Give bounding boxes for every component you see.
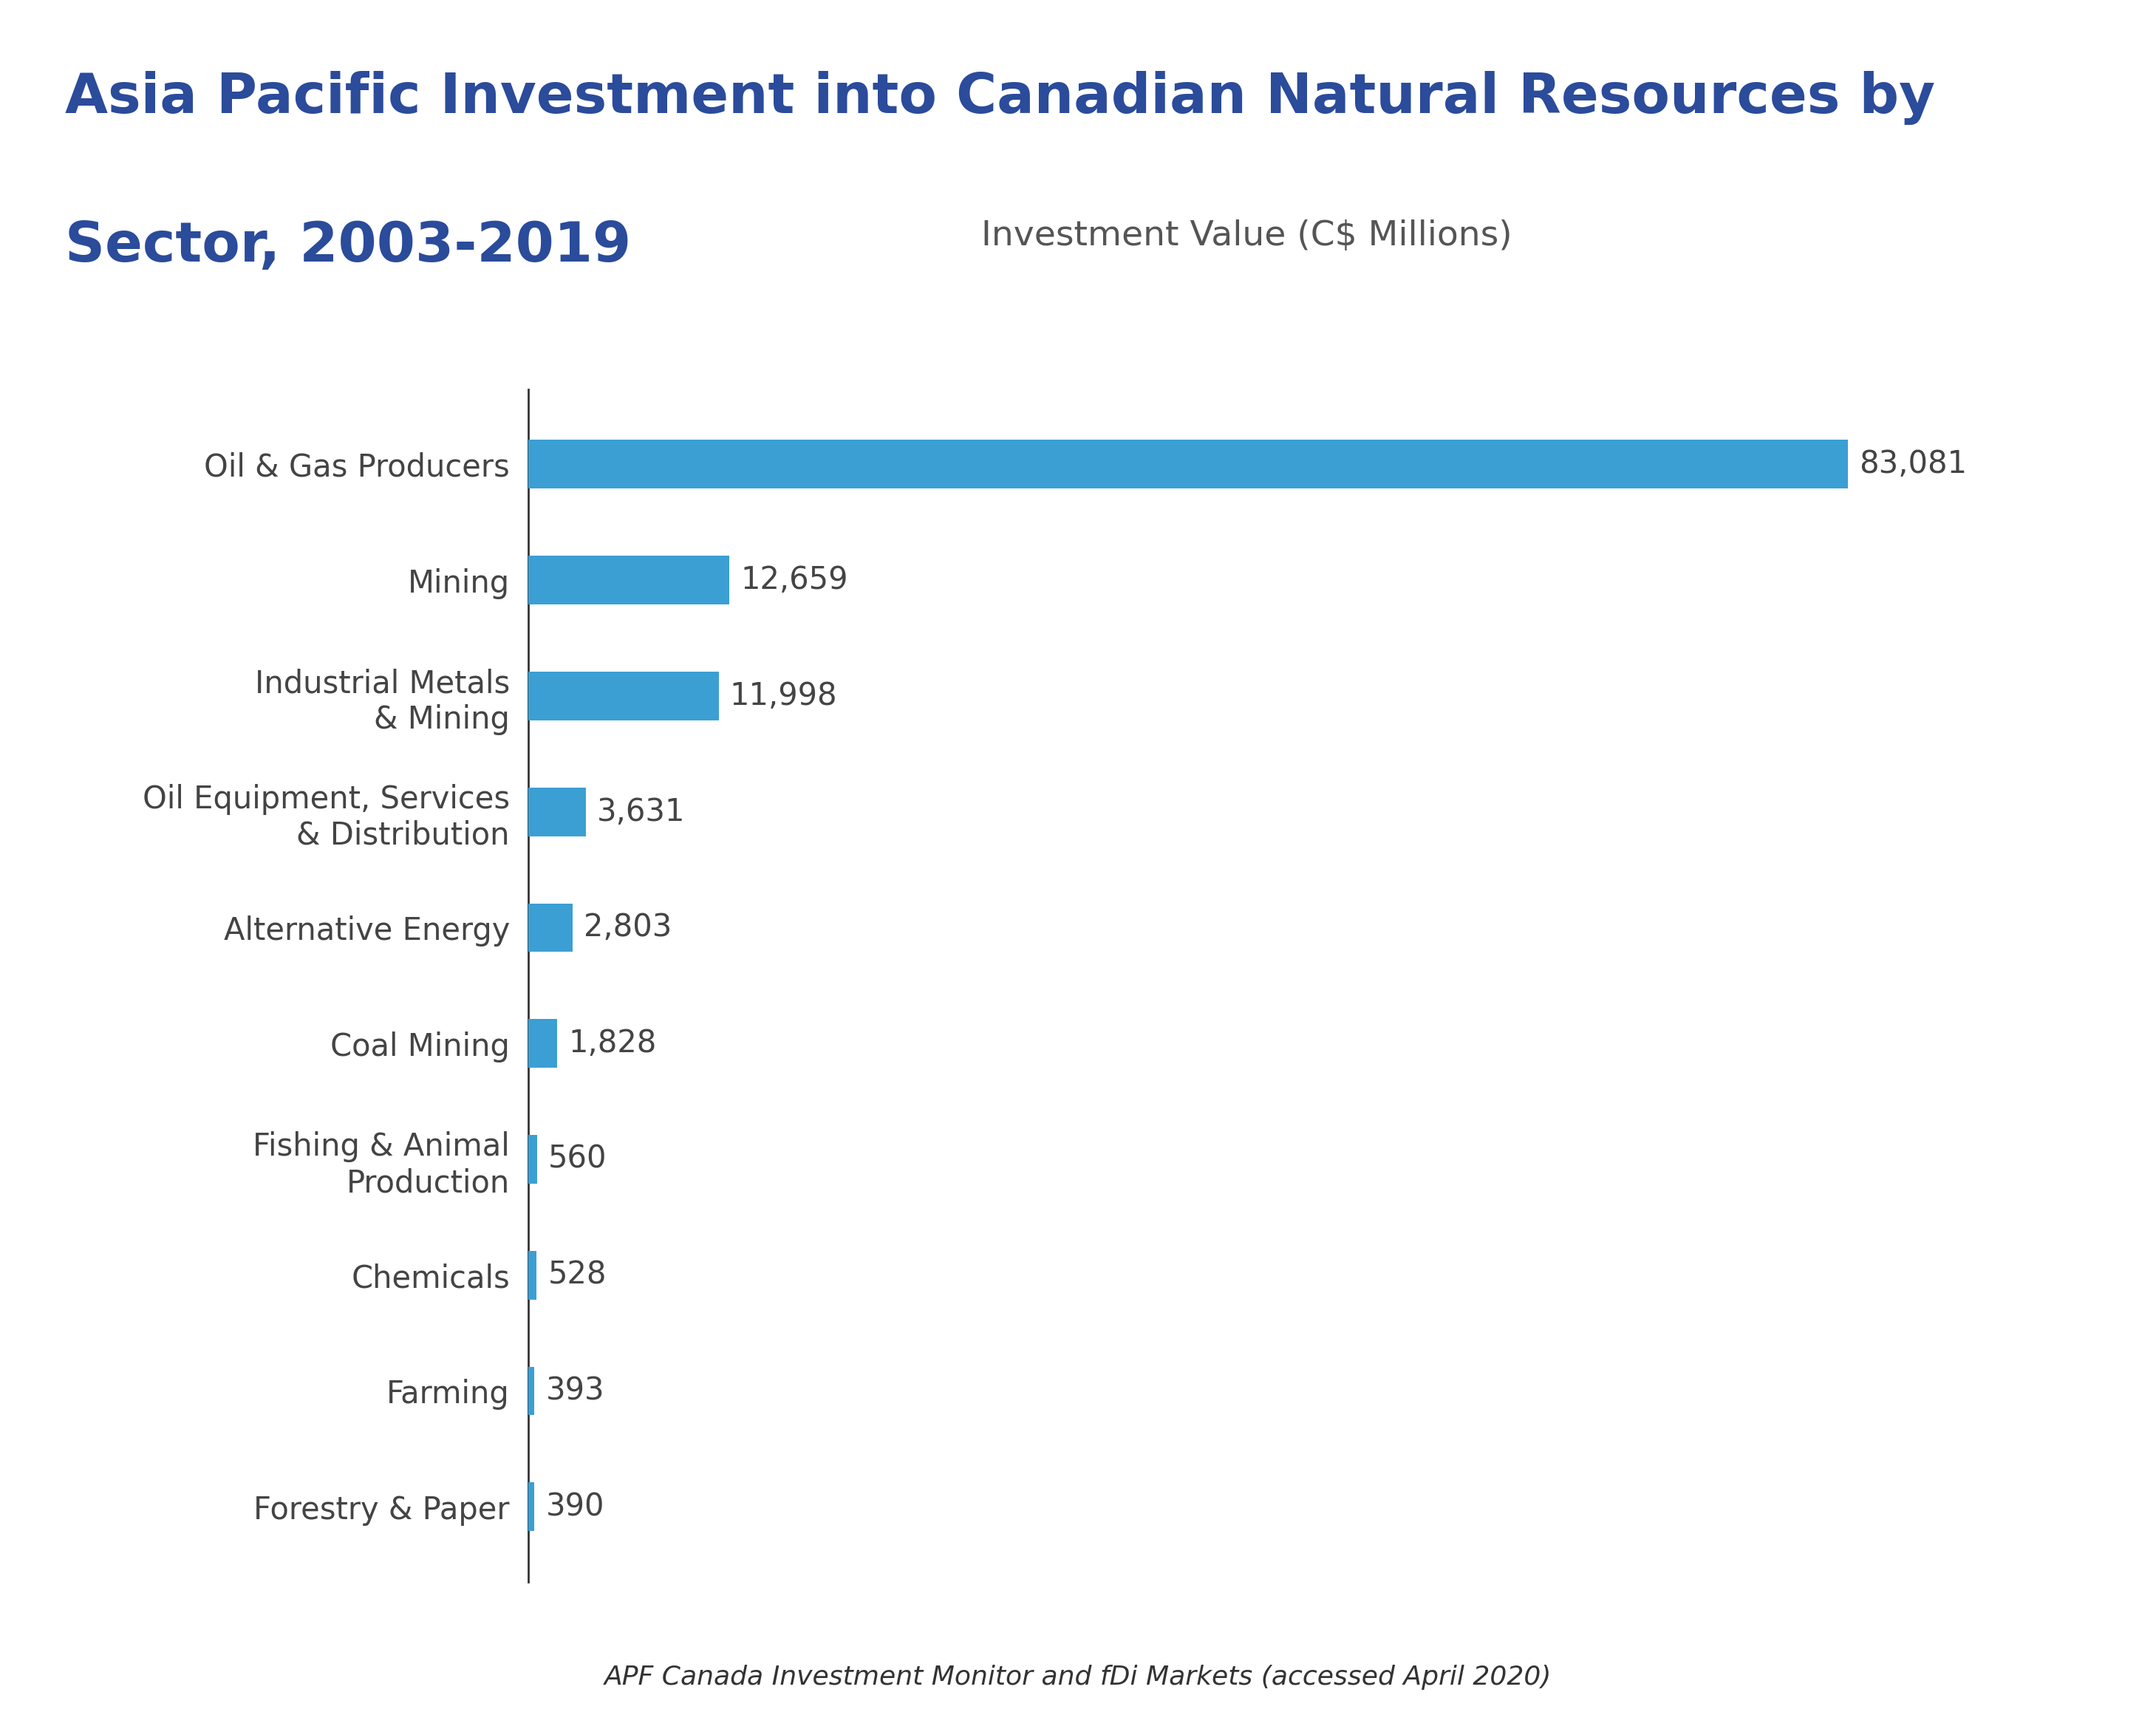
Text: 3,631: 3,631: [597, 797, 686, 826]
Bar: [528, 1366, 535, 1416]
Text: Asia Pacific Investment into Canadian Natural Resources by: Asia Pacific Investment into Canadian Na…: [65, 71, 1934, 124]
Bar: [528, 787, 586, 837]
Bar: [528, 1250, 537, 1300]
Text: 11,998: 11,998: [731, 681, 837, 711]
Text: 560: 560: [548, 1145, 608, 1174]
Text: Sector, 2003-2019: Sector, 2003-2019: [65, 220, 632, 273]
Text: 390: 390: [545, 1490, 604, 1522]
Text: 83,081: 83,081: [1858, 450, 1966, 481]
Bar: [528, 555, 729, 605]
Text: 528: 528: [548, 1260, 606, 1290]
Text: Investment Value (C$ Millions): Investment Value (C$ Millions): [981, 220, 1511, 252]
Bar: [528, 1134, 537, 1184]
Text: 2,803: 2,803: [584, 913, 673, 942]
Text: 393: 393: [545, 1375, 604, 1406]
Text: 1,828: 1,828: [569, 1029, 658, 1058]
Text: 12,659: 12,659: [740, 565, 847, 597]
Text: APF Canada Investment Monitor and fDi Markets (accessed April 2020): APF Canada Investment Monitor and fDi Ma…: [604, 1665, 1552, 1689]
Bar: [528, 439, 1848, 489]
Bar: [528, 903, 573, 953]
Bar: [528, 671, 718, 721]
Bar: [528, 1482, 535, 1532]
Bar: [528, 1018, 556, 1069]
